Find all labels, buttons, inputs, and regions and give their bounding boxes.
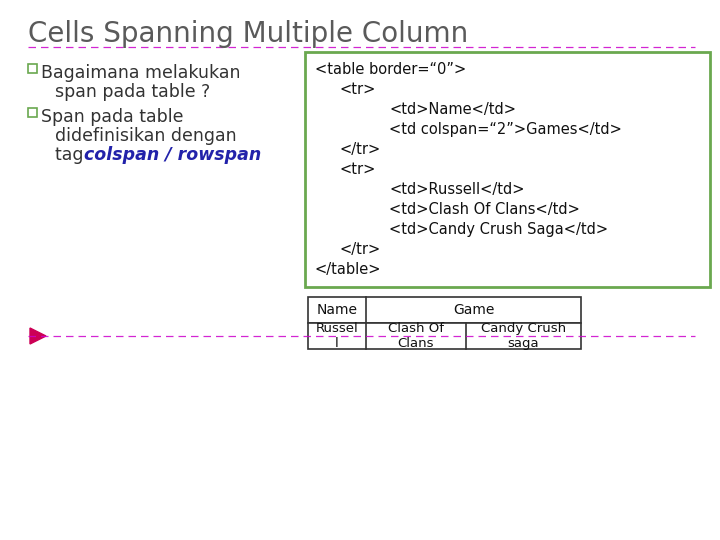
Text: Cells Spanning Multiple Column: Cells Spanning Multiple Column <box>28 20 468 48</box>
Bar <box>308 323 581 349</box>
Bar <box>28 108 37 117</box>
Text: didefinisikan dengan: didefinisikan dengan <box>55 127 237 145</box>
Text: <td>Clash Of Clans</td>: <td>Clash Of Clans</td> <box>390 202 580 217</box>
Text: <table border=“0”>: <table border=“0”> <box>315 62 467 77</box>
Text: tag: tag <box>55 146 89 164</box>
Text: </table>: </table> <box>315 262 382 277</box>
Bar <box>28 64 37 73</box>
Text: Span pada table: Span pada table <box>41 108 184 126</box>
Text: Game: Game <box>453 303 494 317</box>
Text: <td>Candy Crush Saga</td>: <td>Candy Crush Saga</td> <box>390 222 608 237</box>
Text: <td>Russell</td>: <td>Russell</td> <box>390 182 525 197</box>
Text: Candy Crush
saga: Candy Crush saga <box>481 322 566 350</box>
Text: <tr>: <tr> <box>340 162 376 177</box>
Text: Bagaimana melakukan: Bagaimana melakukan <box>41 64 240 82</box>
Text: <td colspan=“2”>Games</td>: <td colspan=“2”>Games</td> <box>390 122 622 137</box>
Text: Russel
l: Russel l <box>315 322 359 350</box>
Text: </tr>: </tr> <box>340 242 381 257</box>
Text: span pada table ?: span pada table ? <box>55 83 210 101</box>
Text: Clash Of
Clans: Clash Of Clans <box>388 322 444 350</box>
Polygon shape <box>30 328 46 344</box>
Text: <tr>: <tr> <box>340 82 376 97</box>
Text: <td>Name</td>: <td>Name</td> <box>390 102 516 117</box>
Bar <box>308 297 581 323</box>
Bar <box>305 52 710 287</box>
Text: </tr>: </tr> <box>340 142 381 157</box>
Text: colspan / rowspan: colspan / rowspan <box>84 146 261 164</box>
Text: Name: Name <box>317 303 358 317</box>
